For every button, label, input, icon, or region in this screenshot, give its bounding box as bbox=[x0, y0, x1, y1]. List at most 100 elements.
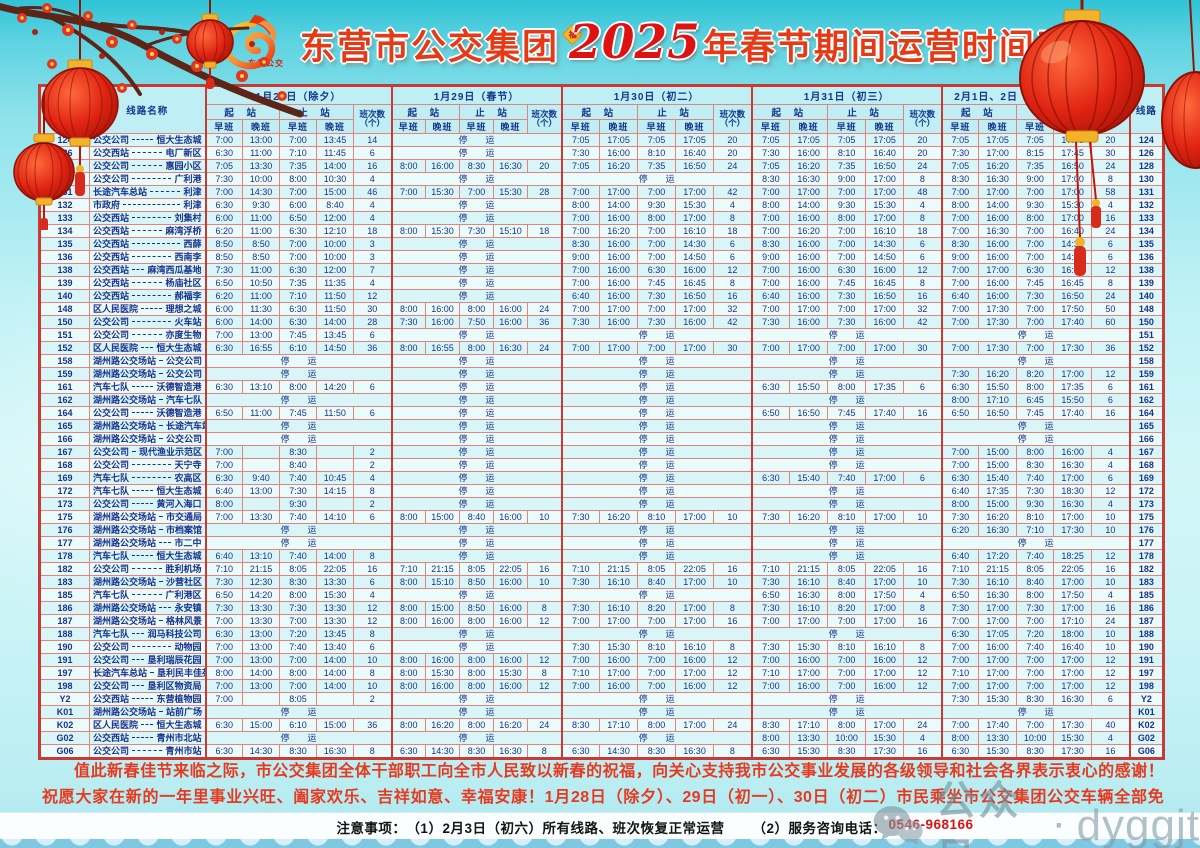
table-row: 131 长途汽车总站 利津 7:00 14:30 7:00 15:00 46 7:00 15:30… bbox=[39, 185, 1165, 199]
time-cell: 11:50 bbox=[316, 289, 354, 303]
time-cell: 7:00 bbox=[827, 341, 867, 355]
time-cell: 16:30 bbox=[493, 159, 529, 173]
trip-count: 16 bbox=[352, 159, 393, 173]
time-cell: 8:00 bbox=[459, 653, 495, 667]
time-cell: 8:50 bbox=[204, 250, 243, 264]
time-cell: 14:15 bbox=[316, 484, 354, 498]
time-cell: 6:40 bbox=[750, 289, 791, 303]
time-cell: 9:30 bbox=[1016, 497, 1055, 511]
time-cell: 7:00 bbox=[1016, 666, 1055, 680]
time-cell: 8:30 bbox=[827, 744, 867, 759]
time-cell: 9:30 bbox=[1016, 198, 1055, 212]
time-cell: 10:00 bbox=[827, 731, 867, 745]
time-cell: 7:45 bbox=[1016, 406, 1055, 420]
table-row: 167 公交公司 现代渔业示范区 7:00 8:30 2 停 运停 运停 运 7:00 15:0… bbox=[39, 445, 1165, 459]
time-cell: 16:10 bbox=[789, 575, 829, 589]
trip-count: 8 bbox=[713, 601, 753, 615]
time-cell: 16:00 bbox=[599, 276, 639, 290]
time-cell: 8:00 bbox=[279, 380, 317, 394]
shift-header: 晚班 bbox=[865, 119, 905, 134]
trip-count: 6 bbox=[713, 250, 753, 264]
table-row: G06 公交公司 青州市站 6:30 14:30 8:30 16:30 8 6:30 14:30 8… bbox=[39, 744, 1165, 759]
time-cell: 7:30 bbox=[204, 263, 243, 277]
time-cell: 7:00 bbox=[1016, 250, 1055, 264]
time-cell: 16:00 bbox=[978, 211, 1018, 225]
time-cell: 6:50 bbox=[750, 406, 791, 420]
time-cell: 8:00 bbox=[279, 172, 317, 186]
time-cell: 17:00 bbox=[865, 575, 905, 589]
suspended-cell: 停 运 bbox=[390, 328, 563, 342]
time-cell: 15:30 bbox=[316, 588, 354, 602]
trip-count: 6 bbox=[352, 380, 393, 394]
time-cell: 16:10 bbox=[599, 601, 639, 615]
trip-count: 2 bbox=[352, 497, 393, 511]
time-cell: 6:40 bbox=[204, 484, 243, 498]
time-cell: 21:15 bbox=[242, 562, 280, 576]
date-group-header: 1月30日（初二） bbox=[560, 85, 753, 105]
suspended-cell: 停 运 bbox=[750, 705, 943, 719]
time-cell: 17:00 bbox=[978, 614, 1018, 628]
time-cell: 8:00 bbox=[560, 198, 601, 212]
time-cell: 15:30 bbox=[1053, 198, 1093, 212]
time-cell: 16:00 bbox=[978, 640, 1018, 654]
trip-count: 24 bbox=[903, 718, 943, 732]
time-cell: 7:00 bbox=[279, 133, 317, 147]
time-cell: 18:30 bbox=[1053, 484, 1093, 498]
line-number-right: G02 bbox=[1128, 731, 1165, 745]
table-row: 126 公交西站 电厂新区 6:30 11:00 7:10 11:45 6 停 运 7:30 16:… bbox=[39, 146, 1165, 160]
time-cell: 16:20 bbox=[599, 510, 639, 524]
time-cell: 8:30 bbox=[637, 744, 677, 759]
line-number: 152 bbox=[39, 341, 90, 355]
trip-count: 6 bbox=[1091, 380, 1131, 394]
time-cell: 15:10 bbox=[493, 224, 529, 238]
shift-header: 晚班 bbox=[789, 119, 829, 134]
time-cell: 15:00 bbox=[978, 497, 1018, 511]
line-number: 183 bbox=[39, 575, 90, 589]
suspended-cell: 停 运 bbox=[750, 432, 943, 446]
time-cell: 14:30 bbox=[242, 744, 280, 759]
time-cell: 17:00 bbox=[978, 146, 1018, 160]
time-cell: 8:30 bbox=[1016, 744, 1055, 759]
wechat-icon bbox=[873, 806, 923, 846]
time-cell: 15:00 bbox=[978, 445, 1018, 459]
suspended-cell: 停 运 bbox=[750, 328, 943, 342]
trip-count: 18 bbox=[713, 224, 753, 238]
time-cell: 17:00 bbox=[865, 666, 905, 680]
time-cell: 17:00 bbox=[599, 185, 639, 199]
time-cell: 16:00 bbox=[789, 263, 829, 277]
suspended-cell: 停 运 bbox=[940, 354, 1131, 368]
suspended-cell: 停 运 bbox=[560, 432, 753, 446]
suspended-cell: 停 运 bbox=[390, 172, 563, 186]
time-cell: 16:50 bbox=[865, 289, 905, 303]
table-row: 158 湖州路公交场站 公交公司停 运停 运停 运停 运停 运 158 bbox=[39, 354, 1165, 368]
time-cell: 17:00 bbox=[1053, 471, 1093, 485]
time-cell: 18:25 bbox=[1053, 549, 1093, 563]
line-number-right: 151 bbox=[1128, 328, 1165, 342]
time-cell: 14:30 bbox=[865, 237, 905, 251]
time-cell: 7:40 bbox=[279, 640, 317, 654]
time-cell: 7:00 bbox=[204, 640, 243, 654]
trip-count: 8 bbox=[527, 666, 563, 680]
time-cell: 16:00 bbox=[599, 146, 639, 160]
shift-header: 晚班 bbox=[425, 119, 461, 134]
time-cell: 9:30 bbox=[637, 198, 677, 212]
line-number: 151 bbox=[39, 328, 90, 342]
route-name: 汽车七队 沃德智造港 bbox=[89, 380, 206, 394]
time-cell: 16:00 bbox=[599, 679, 639, 693]
time-cell: 8:00 bbox=[279, 666, 317, 680]
time-cell: 6:50 bbox=[940, 406, 980, 420]
trip-count: 16 bbox=[903, 614, 943, 628]
trip-count: 24 bbox=[903, 159, 943, 173]
route-name: 汽车七队 恒大生态城 bbox=[89, 549, 206, 563]
trip-count: 50 bbox=[1091, 302, 1131, 316]
line-number: 198 bbox=[39, 679, 90, 693]
time-cell: 15:00 bbox=[316, 718, 354, 732]
time-cell: 13:30 bbox=[316, 575, 354, 589]
trip-count: 8 bbox=[713, 744, 753, 759]
time-cell: 13:00 bbox=[242, 653, 280, 667]
time-cell: 16:00 bbox=[865, 263, 905, 277]
line-number-right: 172 bbox=[1128, 484, 1165, 498]
time-cell: 6:30 bbox=[204, 198, 243, 212]
time-cell: 16:20 bbox=[599, 159, 639, 173]
time-cell: 8:00 bbox=[459, 302, 495, 316]
